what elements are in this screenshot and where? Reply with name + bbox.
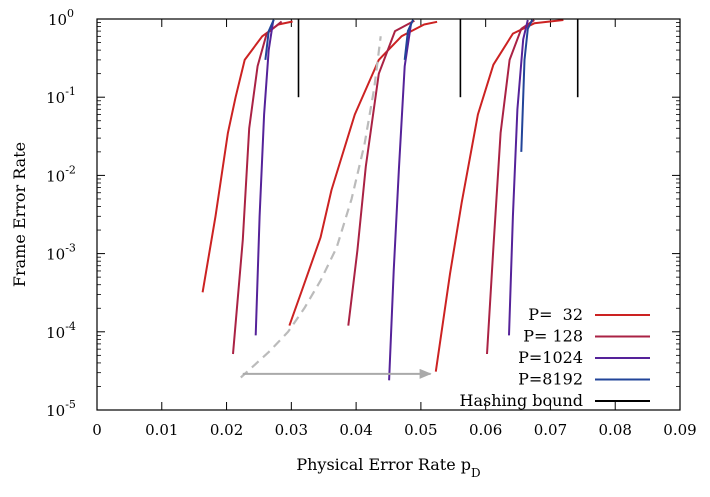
series-line-p-8192 — [403, 19, 415, 61]
x-tick-label: 0.03 — [275, 421, 308, 439]
x-tick-label: 0.09 — [663, 421, 696, 439]
y-tick-label-base: 10 — [46, 167, 65, 185]
x-tick-label: 0.04 — [339, 421, 372, 439]
series-line-p-128 — [347, 19, 415, 326]
y-tick-label-exponent: -3 — [65, 242, 76, 255]
x-tick-label: 0.01 — [145, 421, 178, 439]
x-tick-label: 0.07 — [534, 421, 567, 439]
series-line-p-1024 — [254, 20, 275, 336]
x-tick-label: 0.06 — [469, 421, 502, 439]
y-tick-label: 10-4 — [46, 320, 76, 342]
y-tick-label-base: 10 — [46, 402, 65, 420]
y-tick-label-base: 10 — [46, 246, 65, 264]
legend-label: Hashing bound — [460, 391, 583, 410]
series-line-p-1024 — [508, 19, 529, 336]
y-tick-label: 10-5 — [46, 398, 76, 420]
legend-label: P= 32 — [528, 305, 583, 324]
legend: P= 32 P= 128 P=1024 P=8192 Hashing bound — [460, 305, 650, 410]
x-axis-title-subscript: D — [471, 466, 481, 480]
y-tick-label-exponent: -4 — [65, 320, 76, 333]
series-line-guide — [240, 36, 382, 379]
legend-label: P=1024 — [518, 348, 583, 367]
series-line-p-32 — [288, 20, 438, 326]
x-axis-title: Physical Error Rate pD — [296, 455, 480, 480]
axis-ticks: 0 0.01 0.02 0.03 0.04 0.05 0.06 0.07 0.08 0.09100… — [46, 7, 697, 439]
y-tick-label: 10-3 — [46, 242, 76, 264]
y-tick-label: 100 — [48, 7, 74, 29]
y-tick-label-base: 10 — [46, 324, 65, 342]
y-tick-label-base: 10 — [48, 11, 67, 29]
series-line-p-8192 — [264, 19, 275, 61]
y-tick-label: 10-2 — [46, 163, 76, 185]
legend-label: P= 128 — [523, 327, 583, 346]
x-tick-label: 0.08 — [599, 421, 632, 439]
series-line-p-1024 — [388, 22, 413, 381]
y-tick-label-exponent: 0 — [67, 7, 74, 20]
y-tick-label-base: 10 — [46, 89, 65, 107]
y-tick-label-exponent: -2 — [65, 163, 76, 176]
y-tick-label-exponent: -5 — [65, 398, 76, 411]
x-tick-label: 0.05 — [404, 421, 437, 439]
plot-frame — [96, 18, 681, 411]
series-layer — [201, 19, 579, 381]
y-tick-label: 10-1 — [46, 85, 76, 107]
legend-label: P=8192 — [518, 370, 583, 389]
x-axis-title-main: Physical Error Rate p — [296, 455, 471, 474]
series-line-p-128 — [486, 19, 535, 355]
series-line-p-8192 — [520, 19, 534, 152]
x-tick-label: 0.02 — [210, 421, 243, 439]
y-tick-label-exponent: -1 — [65, 85, 76, 98]
y-axis-title: Frame Error Rate — [10, 142, 29, 287]
x-tick-label: 0 — [92, 421, 102, 439]
